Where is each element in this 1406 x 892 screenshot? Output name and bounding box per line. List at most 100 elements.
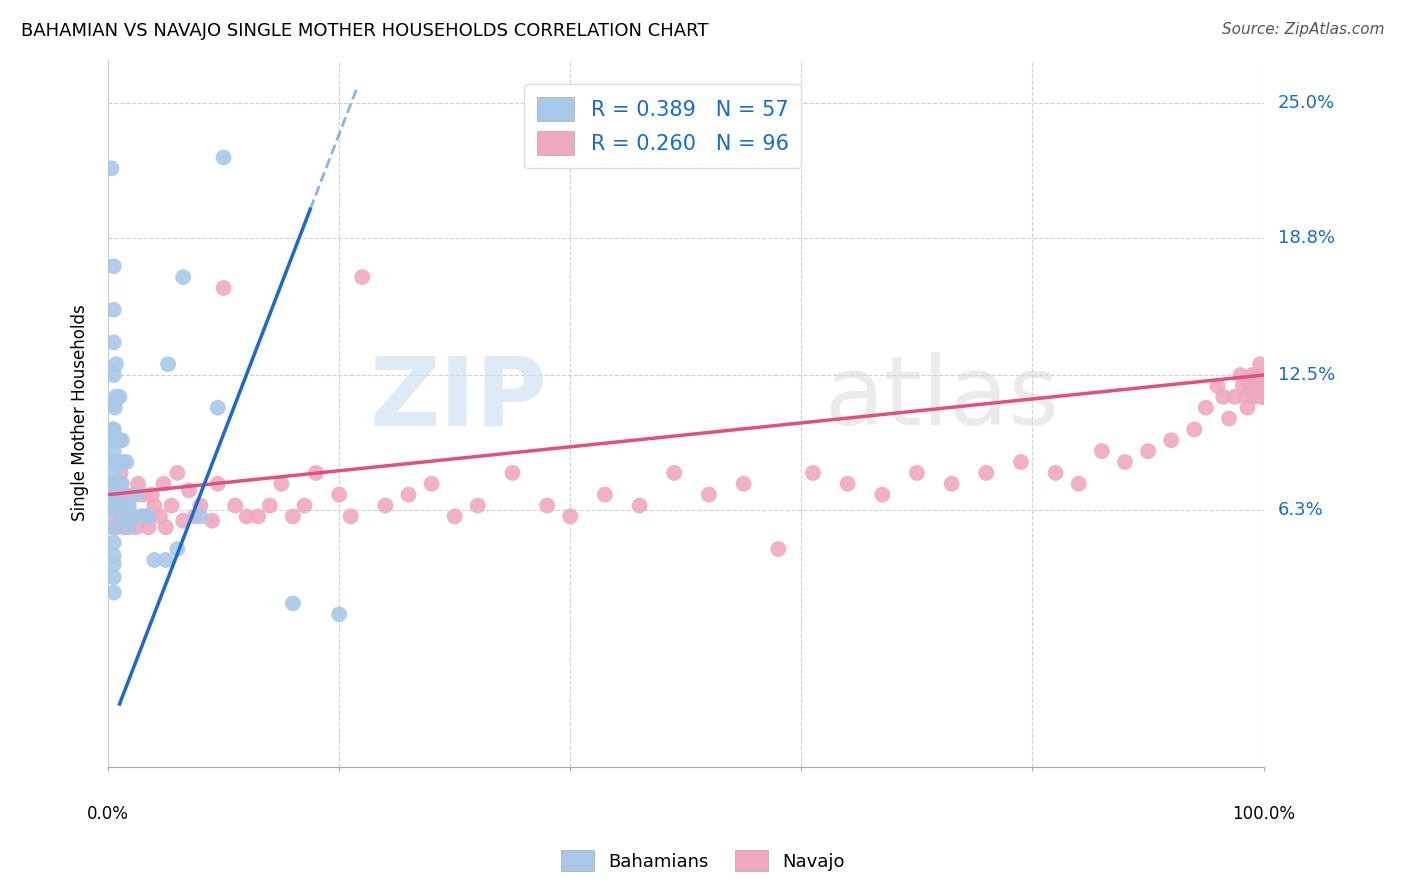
Point (105, 520, 128, 534)
Point (941, 476, 963, 491)
Point (172, 270, 194, 285)
Point (105, 434, 128, 448)
Point (134, 509, 156, 524)
Point (112, 509, 135, 524)
Point (103, 335, 125, 350)
Point (103, 466, 125, 480)
Point (105, 488, 128, 502)
Point (166, 466, 188, 480)
Point (1206, 379, 1229, 393)
Text: 0.0%: 0.0% (87, 805, 129, 823)
Point (1195, 401, 1218, 415)
Point (101, 499, 124, 513)
Legend: Bahamians, Navajo: Bahamians, Navajo (554, 843, 852, 879)
Point (339, 509, 361, 524)
Point (118, 520, 141, 534)
Point (115, 509, 138, 524)
Point (103, 549, 125, 563)
Point (103, 259, 125, 273)
Point (111, 499, 134, 513)
Point (103, 488, 125, 502)
Point (100, 161, 122, 176)
Point (149, 509, 172, 524)
Point (270, 476, 292, 491)
Point (129, 509, 152, 524)
Point (224, 499, 246, 513)
Point (104, 476, 127, 491)
Point (125, 520, 148, 534)
Point (1091, 444, 1114, 458)
Point (281, 597, 304, 611)
Text: Source: ZipAtlas.com: Source: ZipAtlas.com (1222, 22, 1385, 37)
Point (294, 499, 316, 513)
Point (172, 514, 194, 528)
Point (141, 488, 163, 502)
Point (103, 570, 125, 584)
Point (352, 270, 374, 285)
Point (160, 499, 183, 513)
Point (733, 476, 755, 491)
Point (536, 499, 558, 513)
Point (1251, 390, 1274, 404)
Point (1253, 368, 1275, 382)
Point (157, 357, 180, 371)
Point (207, 476, 229, 491)
Point (247, 509, 270, 524)
Point (120, 509, 142, 524)
Point (305, 466, 328, 480)
Point (105, 488, 128, 502)
Point (101, 455, 124, 469)
Point (125, 488, 148, 502)
Point (155, 553, 177, 567)
Point (117, 499, 139, 513)
Point (1249, 357, 1271, 371)
Point (127, 476, 149, 491)
Point (1251, 368, 1274, 382)
Point (1234, 390, 1257, 404)
Point (1067, 476, 1090, 491)
Point (1247, 368, 1270, 382)
Point (105, 357, 128, 371)
Point (114, 488, 136, 502)
Point (104, 434, 127, 448)
Legend: R = 0.389   N = 57, R = 0.260   N = 96: R = 0.389 N = 57, R = 0.260 N = 96 (524, 84, 801, 168)
Point (103, 503, 125, 517)
Point (101, 499, 124, 513)
Point (560, 509, 582, 524)
Point (207, 401, 229, 415)
Point (111, 434, 134, 448)
Point (212, 281, 235, 295)
Y-axis label: Single Mother Households: Single Mother Households (72, 305, 89, 522)
Point (166, 542, 188, 557)
Point (110, 466, 132, 480)
Point (118, 499, 141, 513)
Point (103, 558, 125, 572)
Point (870, 488, 893, 502)
Point (138, 509, 160, 524)
Point (111, 455, 134, 469)
Point (108, 499, 131, 513)
Point (110, 476, 132, 491)
Point (120, 514, 142, 528)
Point (1218, 411, 1240, 425)
Text: atlas: atlas (824, 352, 1060, 445)
Point (183, 509, 205, 524)
Point (1253, 390, 1275, 404)
Point (1182, 422, 1205, 436)
Point (1243, 390, 1265, 404)
Point (768, 542, 790, 557)
Point (1137, 444, 1160, 458)
Point (1045, 466, 1067, 480)
Point (801, 466, 824, 480)
Point (1239, 379, 1261, 393)
Point (467, 499, 489, 513)
Point (103, 396, 125, 410)
Point (664, 466, 686, 480)
Point (103, 422, 125, 436)
Point (1229, 368, 1251, 382)
Point (103, 535, 125, 549)
Point (398, 488, 420, 502)
Point (1250, 390, 1272, 404)
Point (1114, 455, 1136, 469)
Point (115, 455, 138, 469)
